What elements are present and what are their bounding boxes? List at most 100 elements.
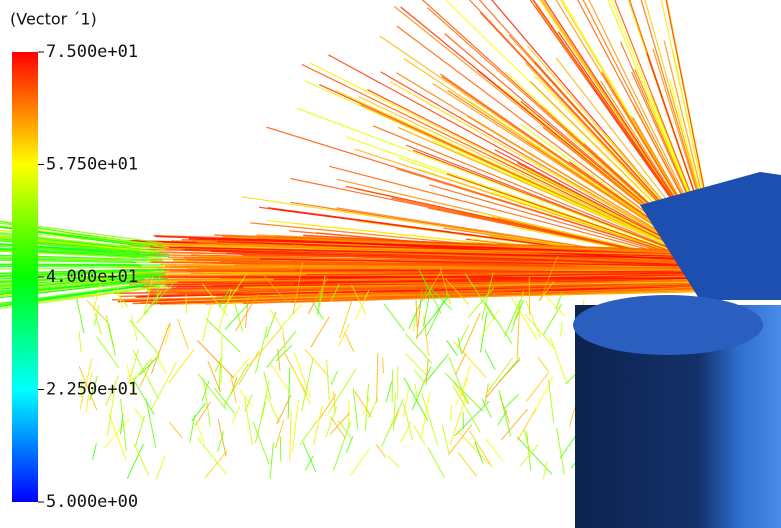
vector (203, 305, 211, 341)
vector (557, 428, 565, 474)
vector (401, 421, 412, 442)
vector (543, 304, 561, 335)
vector (481, 310, 498, 337)
vector (485, 384, 488, 403)
vector (168, 349, 194, 383)
vector (426, 294, 447, 337)
cylinder (573, 172, 781, 528)
vector (383, 358, 384, 373)
vector (485, 303, 512, 344)
vector (219, 364, 220, 391)
vector (486, 439, 503, 461)
vector (290, 411, 292, 460)
vector (151, 362, 176, 410)
vector (198, 374, 226, 410)
vector (382, 399, 404, 447)
tick-label: 5.750e+01 (46, 155, 138, 175)
vector (511, 291, 523, 333)
vector (205, 451, 226, 478)
vector (303, 442, 316, 472)
vector (404, 378, 428, 421)
vector (270, 442, 273, 478)
vector (239, 351, 259, 385)
vector (426, 359, 428, 385)
vector (267, 331, 296, 368)
vector (345, 332, 354, 352)
vector (470, 431, 493, 467)
vector (255, 402, 265, 443)
vector (422, 393, 438, 445)
vector (376, 444, 386, 457)
vector (475, 441, 483, 463)
vector (305, 349, 329, 377)
colorbar-ticks: 7.500e+015.750e+014.000e+012.250e+015.00… (38, 42, 138, 512)
vector (106, 316, 113, 348)
tick-label: 7.500e+01 (46, 42, 138, 62)
vector (117, 287, 123, 309)
vector (156, 353, 167, 374)
vector (384, 304, 405, 331)
vector (109, 413, 127, 460)
vector (446, 340, 457, 355)
vector (543, 462, 546, 479)
vector (386, 381, 391, 401)
vector (543, 293, 565, 316)
vector (442, 425, 449, 454)
vector (281, 304, 302, 326)
vector (288, 367, 290, 418)
vector (458, 453, 476, 477)
vector (197, 438, 226, 474)
vector (327, 359, 330, 400)
vector (311, 317, 329, 347)
vector (178, 319, 189, 349)
vector (170, 422, 182, 438)
vector (561, 322, 563, 337)
vector (221, 334, 222, 384)
vector (526, 301, 541, 338)
vector (538, 357, 549, 371)
vector (206, 319, 240, 353)
vector (525, 314, 556, 349)
vector (505, 394, 519, 408)
vector (255, 327, 267, 374)
vector (328, 369, 356, 413)
vector (569, 406, 575, 427)
vector (77, 298, 84, 333)
vector (208, 361, 221, 392)
vector (232, 406, 240, 423)
vector (416, 298, 417, 327)
vector (334, 391, 335, 413)
vector (445, 373, 483, 412)
vector (127, 444, 143, 478)
vector (426, 354, 449, 381)
vector (550, 337, 566, 383)
vector (283, 332, 286, 352)
vector (451, 406, 452, 422)
vector (97, 337, 119, 368)
vector (229, 358, 248, 382)
vector (527, 372, 550, 402)
vector (271, 364, 291, 393)
vector (79, 332, 81, 352)
vector (302, 359, 314, 411)
vector (331, 371, 338, 385)
vector (95, 313, 102, 335)
vector (388, 456, 400, 468)
vector (346, 436, 353, 453)
vector (485, 350, 495, 370)
vector (130, 320, 159, 353)
vector (355, 391, 372, 417)
vector (457, 325, 469, 348)
tick-label: 5.000e+00 (46, 492, 138, 512)
legend-title: (Vector ´1) (10, 10, 97, 29)
vector (457, 430, 489, 464)
vector (499, 390, 511, 436)
vector (156, 456, 165, 480)
vector (137, 311, 148, 323)
cylinder-top (573, 295, 763, 355)
vector (264, 372, 271, 400)
vector (140, 355, 160, 375)
vector (146, 399, 156, 448)
vector (277, 395, 291, 425)
vector (486, 357, 520, 398)
